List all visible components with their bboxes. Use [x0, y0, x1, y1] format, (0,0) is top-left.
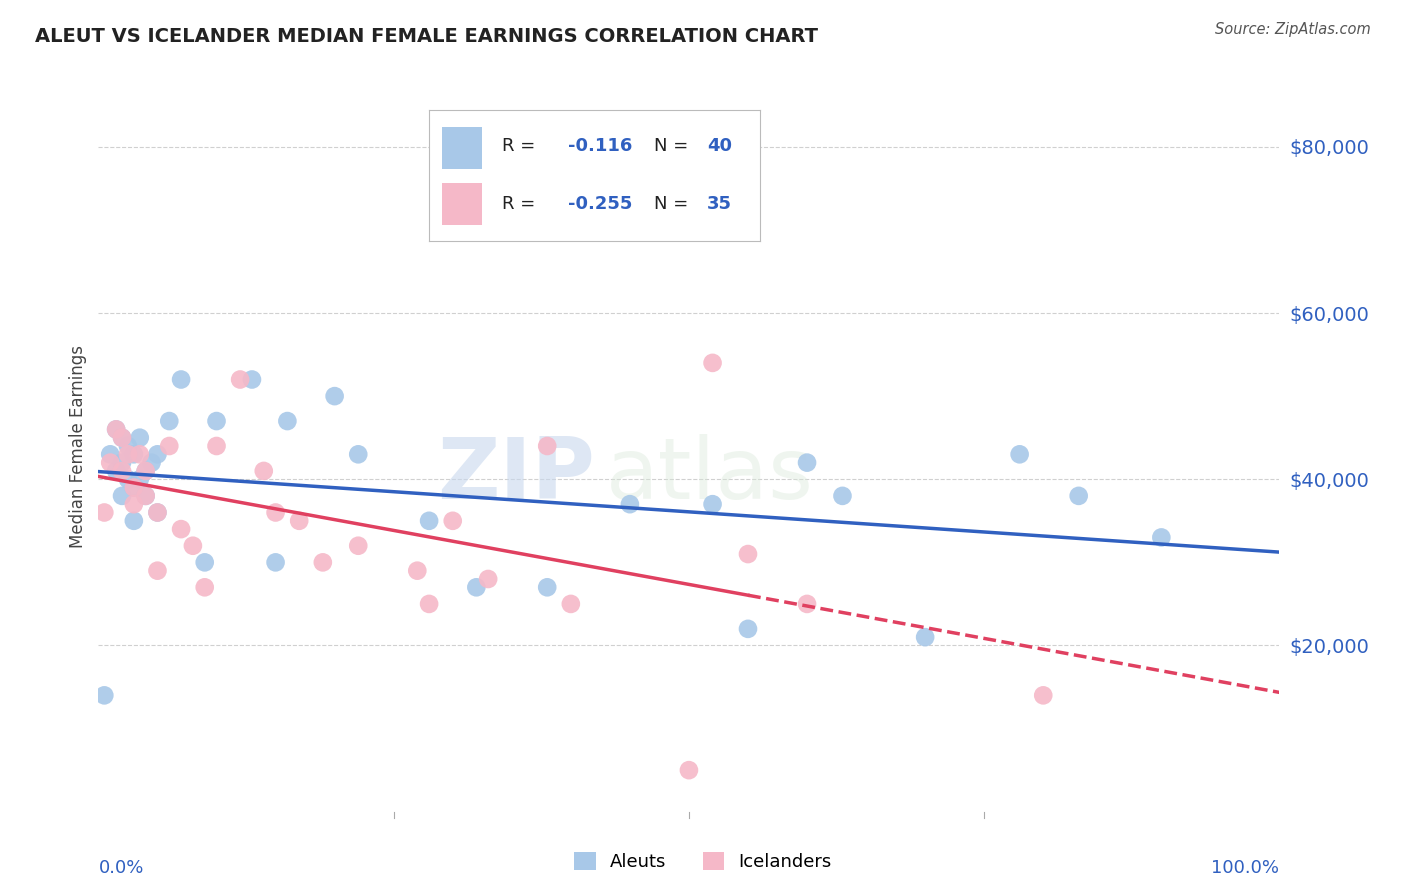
Point: [170, 522, 193, 536]
Point: [93, 506, 115, 520]
Point: [135, 489, 157, 503]
Point: [418, 597, 440, 611]
Point: [1032, 689, 1054, 703]
Point: [117, 447, 139, 461]
Point: [347, 447, 370, 461]
Point: [117, 439, 139, 453]
Point: [122, 447, 145, 461]
Point: [141, 456, 163, 470]
Point: [276, 414, 298, 428]
Point: [264, 506, 287, 520]
Point: [205, 414, 228, 428]
Point: [117, 472, 139, 486]
Point: [181, 539, 204, 553]
Point: [111, 456, 134, 470]
Point: [264, 555, 287, 569]
Point: [796, 597, 818, 611]
Point: [122, 514, 145, 528]
Point: [105, 422, 128, 436]
Point: [831, 489, 853, 503]
Point: [678, 763, 700, 777]
Point: [418, 514, 440, 528]
Point: [737, 622, 759, 636]
Point: [702, 497, 724, 511]
Legend: Aleuts, Icelanders: Aleuts, Icelanders: [567, 845, 839, 879]
Point: [135, 489, 157, 503]
Point: [93, 689, 115, 703]
Text: ZIP: ZIP: [437, 434, 595, 516]
Point: [146, 447, 169, 461]
Point: [128, 431, 150, 445]
Text: ALEUT VS ICELANDER MEDIAN FEMALE EARNINGS CORRELATION CHART: ALEUT VS ICELANDER MEDIAN FEMALE EARNING…: [35, 27, 818, 45]
Point: [128, 472, 150, 486]
Point: [111, 431, 134, 445]
Point: [406, 564, 429, 578]
Y-axis label: Median Female Earnings: Median Female Earnings: [69, 344, 87, 548]
Point: [146, 506, 169, 520]
Point: [105, 464, 128, 478]
Text: 100.0%: 100.0%: [1212, 859, 1279, 877]
Point: [128, 447, 150, 461]
Point: [146, 564, 169, 578]
Point: [536, 580, 558, 594]
Point: [477, 572, 499, 586]
Point: [560, 597, 582, 611]
Point: [170, 372, 193, 386]
Point: [194, 555, 217, 569]
Point: [737, 547, 759, 561]
Point: [122, 497, 145, 511]
Point: [1067, 489, 1090, 503]
Point: [312, 555, 335, 569]
Point: [111, 431, 134, 445]
Text: 0.0%: 0.0%: [98, 859, 143, 877]
Point: [253, 464, 276, 478]
Point: [536, 439, 558, 453]
Point: [122, 481, 145, 495]
Point: [288, 514, 311, 528]
Point: [1008, 447, 1031, 461]
Point: [240, 372, 263, 386]
Point: [146, 506, 169, 520]
Point: [914, 630, 936, 644]
Point: [105, 422, 128, 436]
Point: [465, 580, 488, 594]
Point: [619, 497, 641, 511]
Text: Source: ZipAtlas.com: Source: ZipAtlas.com: [1215, 22, 1371, 37]
Point: [441, 514, 464, 528]
Point: [702, 356, 724, 370]
Point: [347, 539, 370, 553]
Point: [229, 372, 252, 386]
Point: [135, 464, 157, 478]
Point: [323, 389, 346, 403]
Point: [122, 481, 145, 495]
Text: atlas: atlas: [606, 434, 814, 516]
Point: [194, 580, 217, 594]
Point: [157, 414, 180, 428]
Point: [135, 464, 157, 478]
Point: [111, 464, 134, 478]
Point: [98, 456, 121, 470]
Point: [157, 439, 180, 453]
Point: [98, 447, 121, 461]
Point: [1150, 530, 1173, 544]
Point: [111, 489, 134, 503]
Point: [205, 439, 228, 453]
Point: [796, 456, 818, 470]
